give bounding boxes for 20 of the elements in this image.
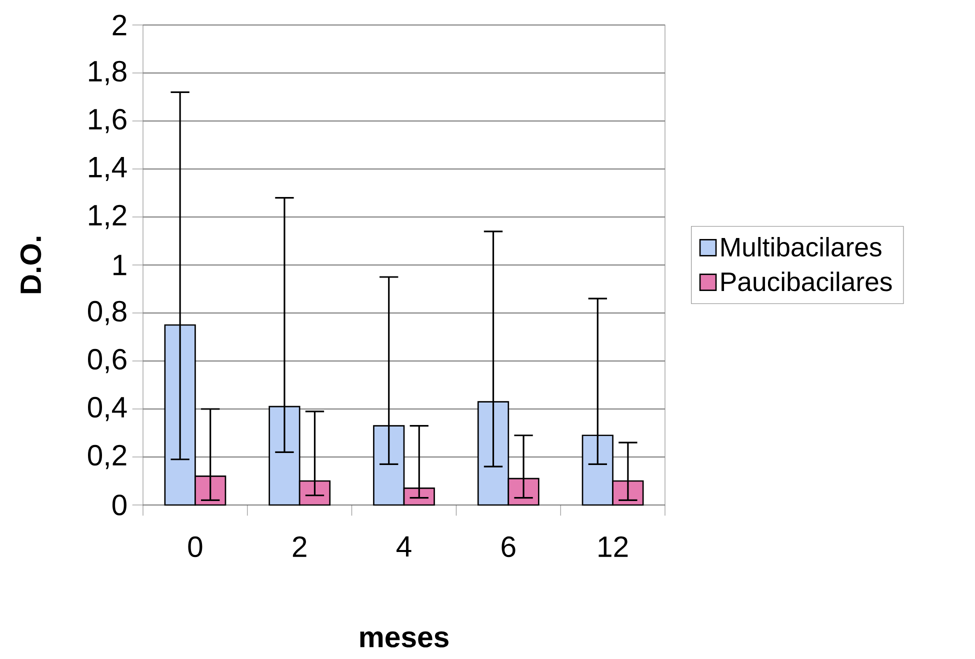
- legend-label: Paucibacilares: [722, 272, 892, 292]
- y-tick-label: 0,2: [88, 444, 126, 470]
- y-tick-label: 0,6: [88, 348, 126, 374]
- y-tick-label: 1,8: [89, 60, 126, 86]
- x-tick-label: 4: [396, 536, 412, 557]
- y-tick-label: 0: [112, 494, 126, 516]
- y-tick-label: 0,4: [88, 396, 127, 422]
- y-tick-label: 2: [112, 14, 126, 36]
- x-tick-label: 6: [502, 536, 516, 558]
- legend-label: Multibacilares: [722, 237, 882, 257]
- y-tick-label: 1: [114, 254, 126, 276]
- x-tick-label: 2: [292, 536, 306, 557]
- x-tick-label: 0: [188, 536, 202, 558]
- x-tick-label: 12: [598, 536, 628, 557]
- y-tick-label: 0,8: [88, 300, 126, 326]
- x-axis-title: meses: [360, 631, 448, 648]
- y-tick-label: 1,2: [89, 204, 126, 230]
- y-tick-label: 1,4: [89, 157, 127, 181]
- y-axis-title: D.O.: [20, 236, 42, 294]
- y-tick-label: 1,6: [89, 108, 126, 134]
